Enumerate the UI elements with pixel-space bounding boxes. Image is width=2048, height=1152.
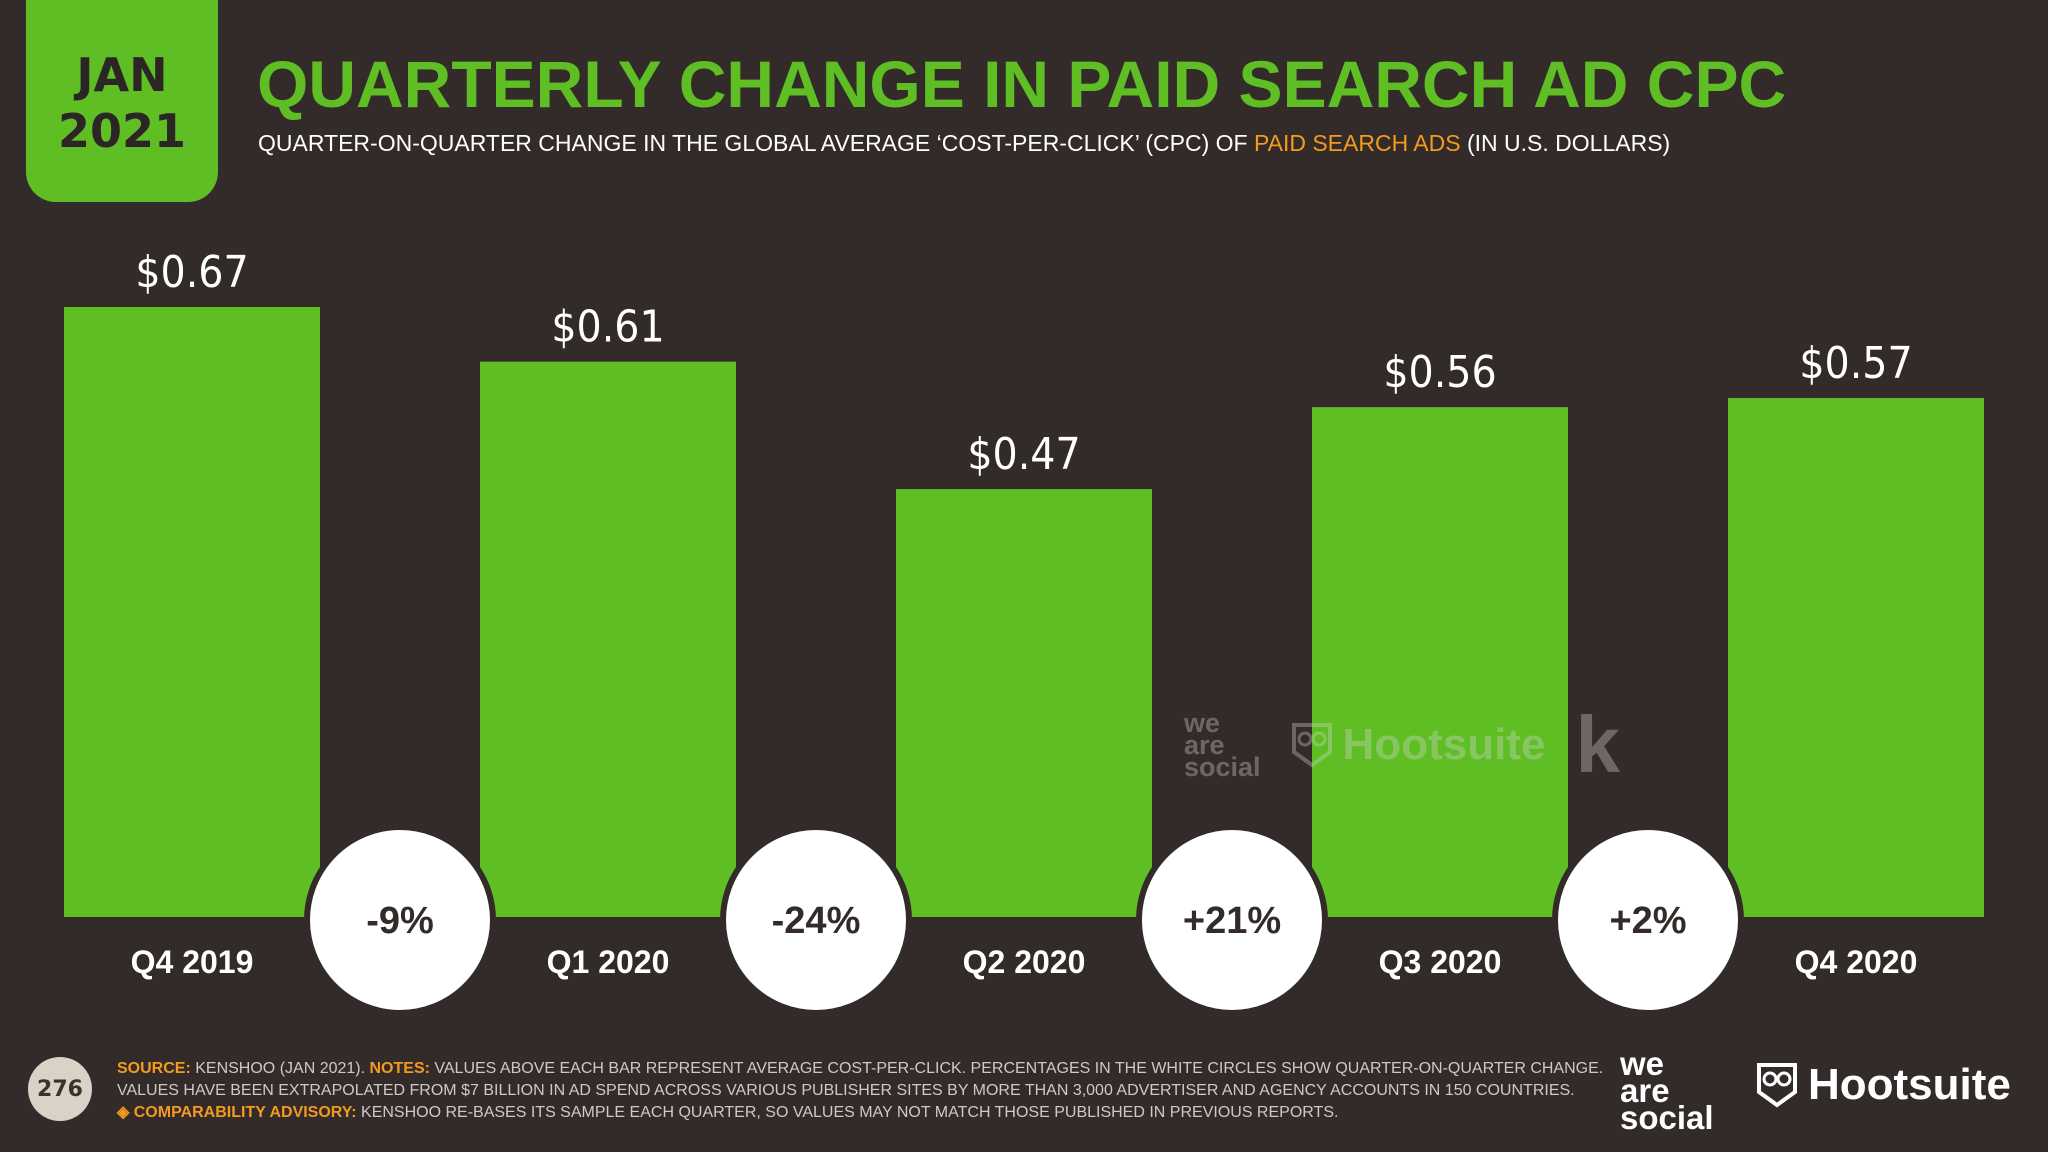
bar [896,489,1152,917]
page-subtitle: QUARTER-ON-QUARTER CHANGE IN THE GLOBAL … [258,130,1670,157]
source-text: KENSHOO (JAN 2021). [190,1060,370,1077]
bar [1728,398,1984,917]
badge-year: 2021 [57,104,187,158]
change-circle [720,824,912,1016]
change-circle [304,824,496,1016]
watermark-hootsuite-logo: Hootsuite [1291,720,1545,770]
footnotes: SOURCE: KENSHOO (JAN 2021). NOTES: VALUE… [117,1058,1603,1124]
bar-chart: $0.67 Q4 2019 $0.61 Q1 2020 $0.47 Q2 2020 $0.5… [64,247,1984,1016]
category-label: Q2 2020 [963,944,1086,980]
owl-icon [1757,1063,1797,1108]
bar [480,361,736,918]
advisory-label: ◈ COMPARABILITY ADVISORY: [117,1104,357,1121]
category-label: Q4 2019 [131,944,254,980]
category-label: Q3 2020 [1379,944,1502,980]
we-are-social-logo: we are social [1620,1045,1714,1136]
bar-value-label: $0.56 [1383,347,1496,398]
owl-icon [1291,723,1332,768]
page-title: QUARTERLY CHANGE IN PAID SEARCH AD CPC [257,47,1787,121]
notes-text: VALUES ABOVE EACH BAR REPRESENT AVERAGE … [429,1060,1604,1077]
watermark: we are social Hootsuite k [1184,700,1684,790]
change-label: +2% [1609,900,1686,942]
page-number: 276 [28,1057,92,1121]
notes-text-2: VALUES HAVE BEEN EXTRAPOLATED FROM $7 BI… [117,1082,1575,1099]
category-label: Q1 2020 [547,944,670,980]
bar-value-label: $0.57 [1799,338,1912,389]
change-circle [1552,824,1744,1016]
bar-value-label: $0.67 [135,247,248,298]
bar-value-label: $0.47 [967,429,1080,480]
watermark-kenshoo-logo: k [1575,700,1620,789]
subtitle-text: QUARTER-ON-QUARTER CHANGE IN THE GLOBAL … [258,130,1254,156]
source-label: SOURCE: [117,1060,191,1077]
subtitle-highlight: PAID SEARCH ADS [1253,130,1461,156]
hootsuite-logo: Hootsuite [1756,1060,2011,1110]
notes-label: NOTES: [369,1060,430,1077]
advisory-text: KENSHOO RE-BASES ITS SAMPLE EACH QUARTER… [356,1104,1339,1121]
date-badge: JAN 2021 [26,0,218,202]
change-circle [1136,824,1328,1016]
change-label: +21% [1183,900,1281,942]
bar [1312,407,1568,917]
badge-month: JAN [76,48,168,102]
bar [64,307,320,917]
watermark-we-are-social-logo: we are social [1184,708,1261,782]
subtitle-unit: (IN U.S. DOLLARS) [1460,130,1671,156]
change-label: -24% [772,900,861,942]
bar-value-label: $0.61 [551,302,664,353]
change-label: -9% [366,900,434,942]
category-label: Q4 2020 [1795,944,1918,980]
